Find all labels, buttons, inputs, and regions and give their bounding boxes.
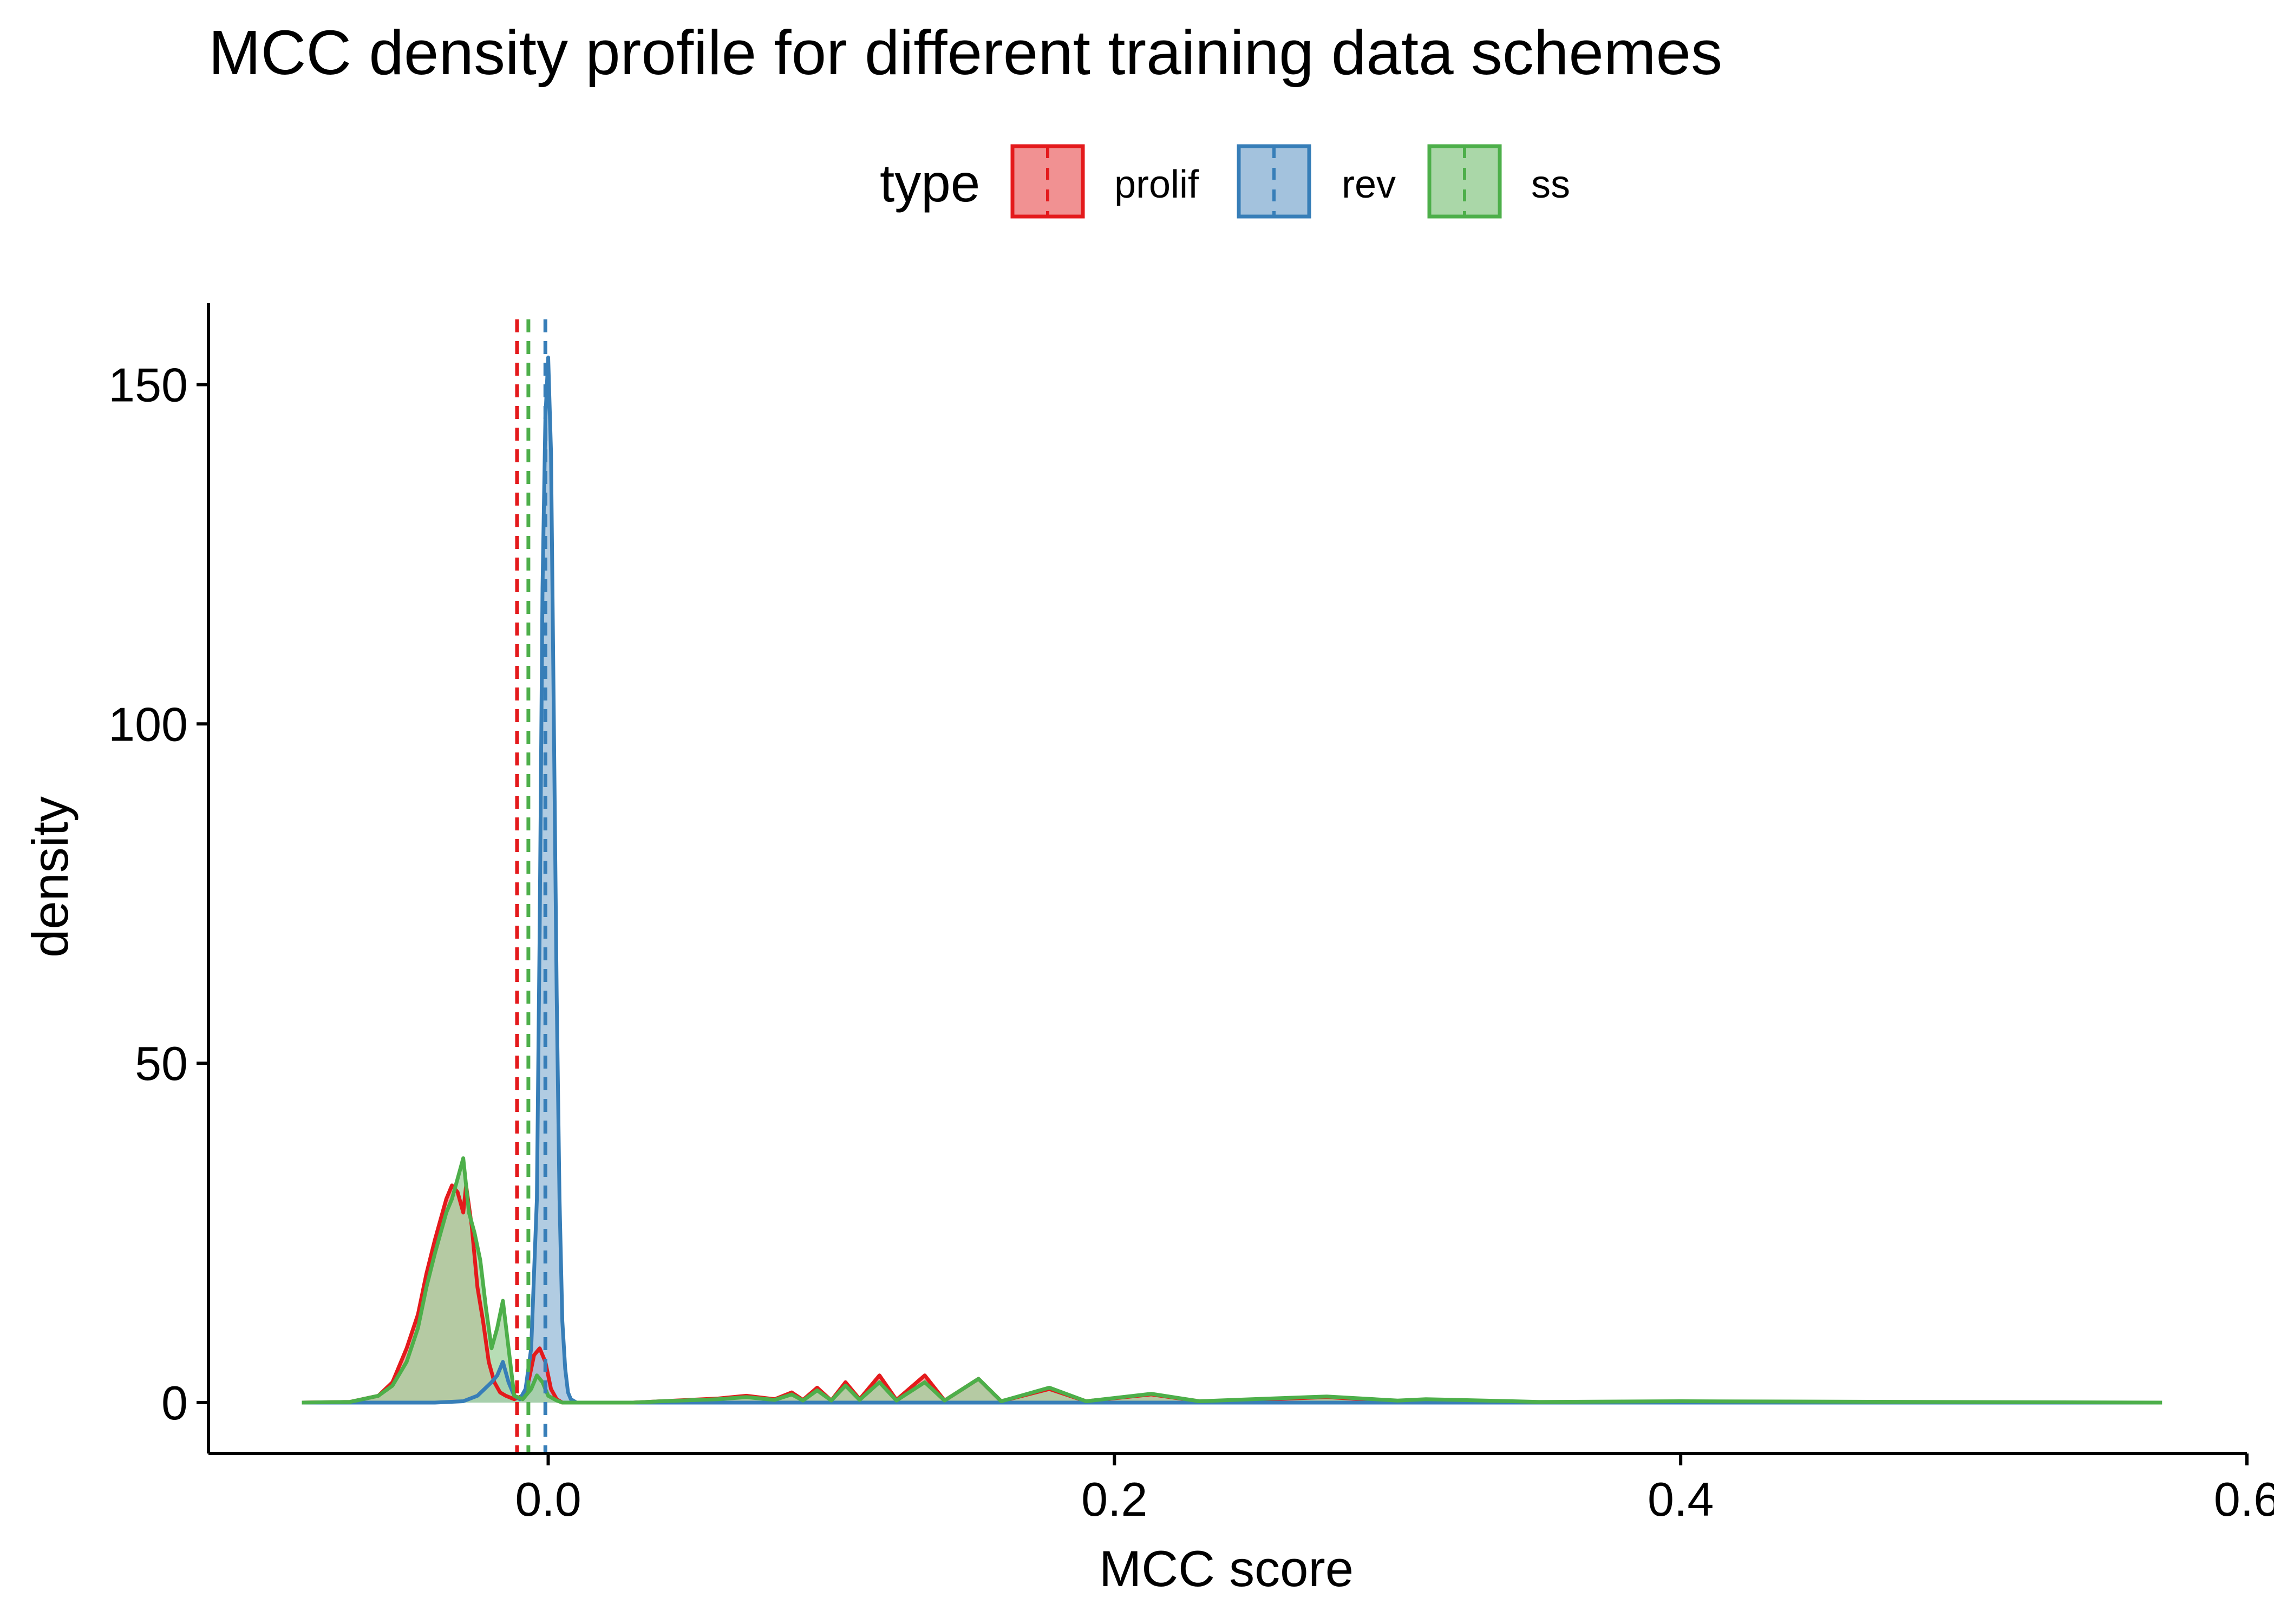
mean-lines xyxy=(515,319,547,1453)
x-tick-label: 0.0 xyxy=(515,1472,581,1526)
legend-title: type xyxy=(880,153,981,213)
density-line-rev xyxy=(302,355,2162,1405)
legend-label-rev: rev xyxy=(1342,163,1396,206)
legend-label-ss: ss xyxy=(1531,163,1570,206)
y-tick-label: 100 xyxy=(108,697,188,751)
x-tick-label: 0.4 xyxy=(1648,1472,1714,1526)
x-tick-label: 0.6 xyxy=(2214,1472,2274,1526)
chart-title: MCC density profile for different traini… xyxy=(208,17,1723,88)
density-areas xyxy=(302,355,2162,1405)
density-line-ss xyxy=(302,1156,2162,1405)
axes: 0.0 0.2 0.4 0.6 0 50 100 150 xyxy=(108,303,2274,1526)
density-area-ss xyxy=(302,1158,2162,1403)
y-axis-title: density xyxy=(22,796,79,958)
y-tick-label: 50 xyxy=(135,1037,188,1090)
x-axis-title: MCC score xyxy=(1099,1540,1354,1597)
density-line-prolif xyxy=(302,1183,2162,1405)
y-tick-label: 0 xyxy=(161,1376,188,1430)
x-tick-label: 0.2 xyxy=(1081,1472,1147,1526)
y-tick-label: 150 xyxy=(108,358,188,411)
density-area-prolif xyxy=(302,1185,2162,1403)
legend-label-prolif: prolif xyxy=(1114,163,1199,206)
legend-keys xyxy=(1010,144,1502,219)
density-area-rev xyxy=(302,357,2162,1403)
